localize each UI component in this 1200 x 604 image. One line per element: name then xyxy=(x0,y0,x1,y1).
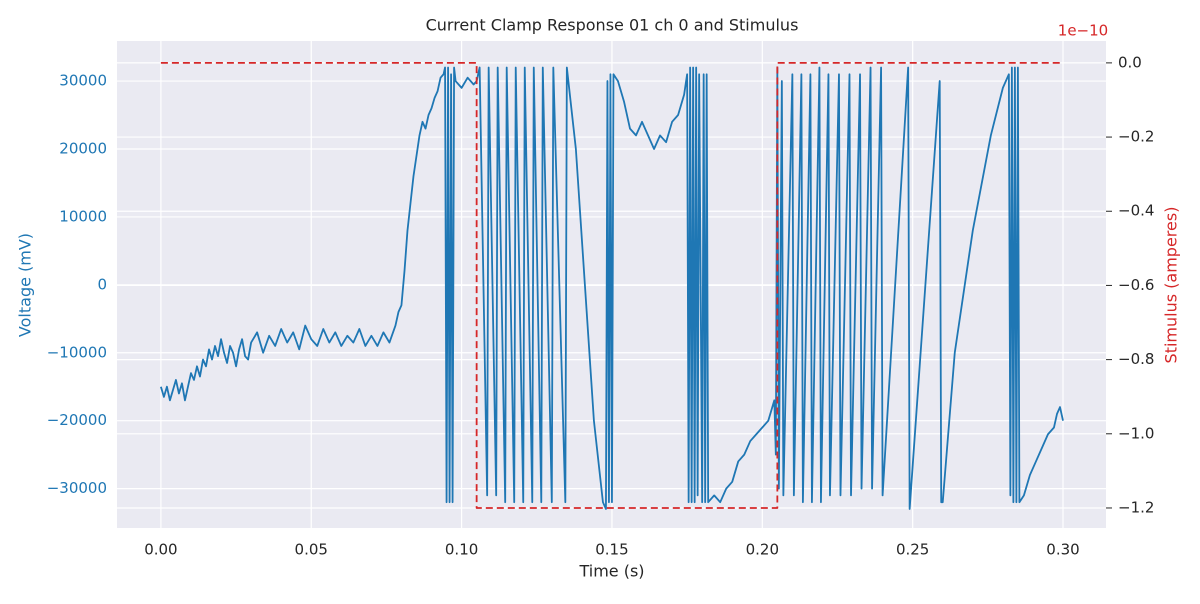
y-tick-label: −30000 xyxy=(47,479,107,497)
chart-title: Current Clamp Response 01 ch 0 and Stimu… xyxy=(426,16,799,35)
y-tick-label: −10000 xyxy=(47,343,107,361)
voltage-line xyxy=(160,66,1064,510)
x-tick-label: 0.15 xyxy=(595,541,628,559)
y2-tick-label: −0.6 xyxy=(1118,276,1154,294)
x-tick-label: 0.10 xyxy=(445,541,478,559)
y-tick-label: 20000 xyxy=(59,139,107,157)
x-axis-label: Time (s) xyxy=(578,562,644,581)
y-tick-label: −20000 xyxy=(47,411,107,429)
y-tick-label: 30000 xyxy=(59,72,107,90)
y2-tick-label: 0.0 xyxy=(1118,53,1142,71)
y-axis-label: Voltage (mV) xyxy=(16,233,35,337)
x-tick-label: 0.30 xyxy=(1046,541,1079,559)
y2-offset-label: 1e−10 xyxy=(1058,22,1108,40)
x-tick-label: 0.05 xyxy=(295,541,328,559)
y2-tick-label: −0.8 xyxy=(1118,350,1154,368)
x-tick-label: 0.20 xyxy=(746,541,779,559)
y2-tick-label: −0.4 xyxy=(1118,202,1154,220)
y2-tick-label: −1.2 xyxy=(1118,498,1154,516)
x-tick-label: 0.00 xyxy=(144,541,177,559)
y-tick-label: 10000 xyxy=(59,207,107,225)
y2-tick-label: −0.2 xyxy=(1118,128,1154,146)
y-tick-label: 0 xyxy=(97,275,107,293)
stimulus-line xyxy=(160,61,1063,509)
y2-axis-label: Stimulus (amperes) xyxy=(1162,207,1181,364)
x-tick-label: 0.25 xyxy=(896,541,929,559)
y2-tick-label: −1.0 xyxy=(1118,424,1154,442)
